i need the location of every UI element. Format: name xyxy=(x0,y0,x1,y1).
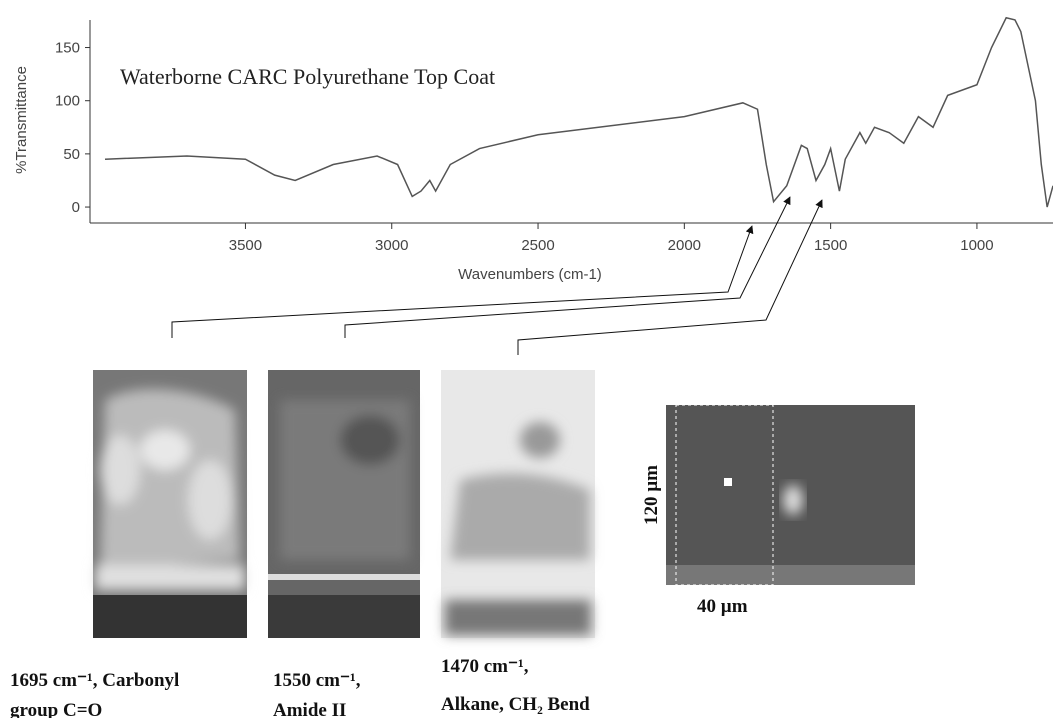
x-tick-label: 2000 xyxy=(668,237,701,254)
map-image-region xyxy=(666,404,915,586)
x-tick-label: 1500 xyxy=(814,237,847,254)
x-tick-label: 3000 xyxy=(375,237,408,254)
x-axis-label: Wavenumbers (cm-1) xyxy=(458,266,602,283)
map-image-alkane xyxy=(441,370,595,638)
caption: group C=O xyxy=(10,700,102,718)
chart-title: Waterborne CARC Polyurethane Top Coat xyxy=(120,64,495,89)
x-tick-label: 3500 xyxy=(229,237,262,254)
x-tick-label: 2500 xyxy=(521,237,554,254)
y-tick-label: 50 xyxy=(63,146,80,163)
connectors xyxy=(171,196,823,355)
plot: 0 50 100 150 3500 3000 2500 2000 1500 1000 xyxy=(55,16,1053,254)
caption: 1470 cm⁻¹, xyxy=(441,656,529,677)
y-tick-label: 150 xyxy=(55,40,80,57)
map-image-amide xyxy=(268,370,420,638)
y-tick-label: 0 xyxy=(72,199,80,216)
scale-label: 120 µm xyxy=(641,465,662,525)
x-tick-label: 1000 xyxy=(960,237,993,254)
spectrum-line xyxy=(104,16,1053,208)
scale-label: 40 µm xyxy=(697,596,748,617)
caption: Alkane, CH₂ Bend xyxy=(441,694,590,715)
caption: Amide II xyxy=(273,700,346,718)
caption: 1550 cm⁻¹, xyxy=(273,670,361,691)
y-axis-label: %Transmittance xyxy=(13,66,30,174)
map-image-carbonyl xyxy=(93,370,247,638)
caption: 1695 cm⁻¹, Carbonyl xyxy=(10,670,179,691)
y-tick-label: 100 xyxy=(55,93,80,110)
annotations: 1695 cm⁻¹, Carbonyl group C=O 1550 cm⁻¹,… xyxy=(10,465,748,718)
